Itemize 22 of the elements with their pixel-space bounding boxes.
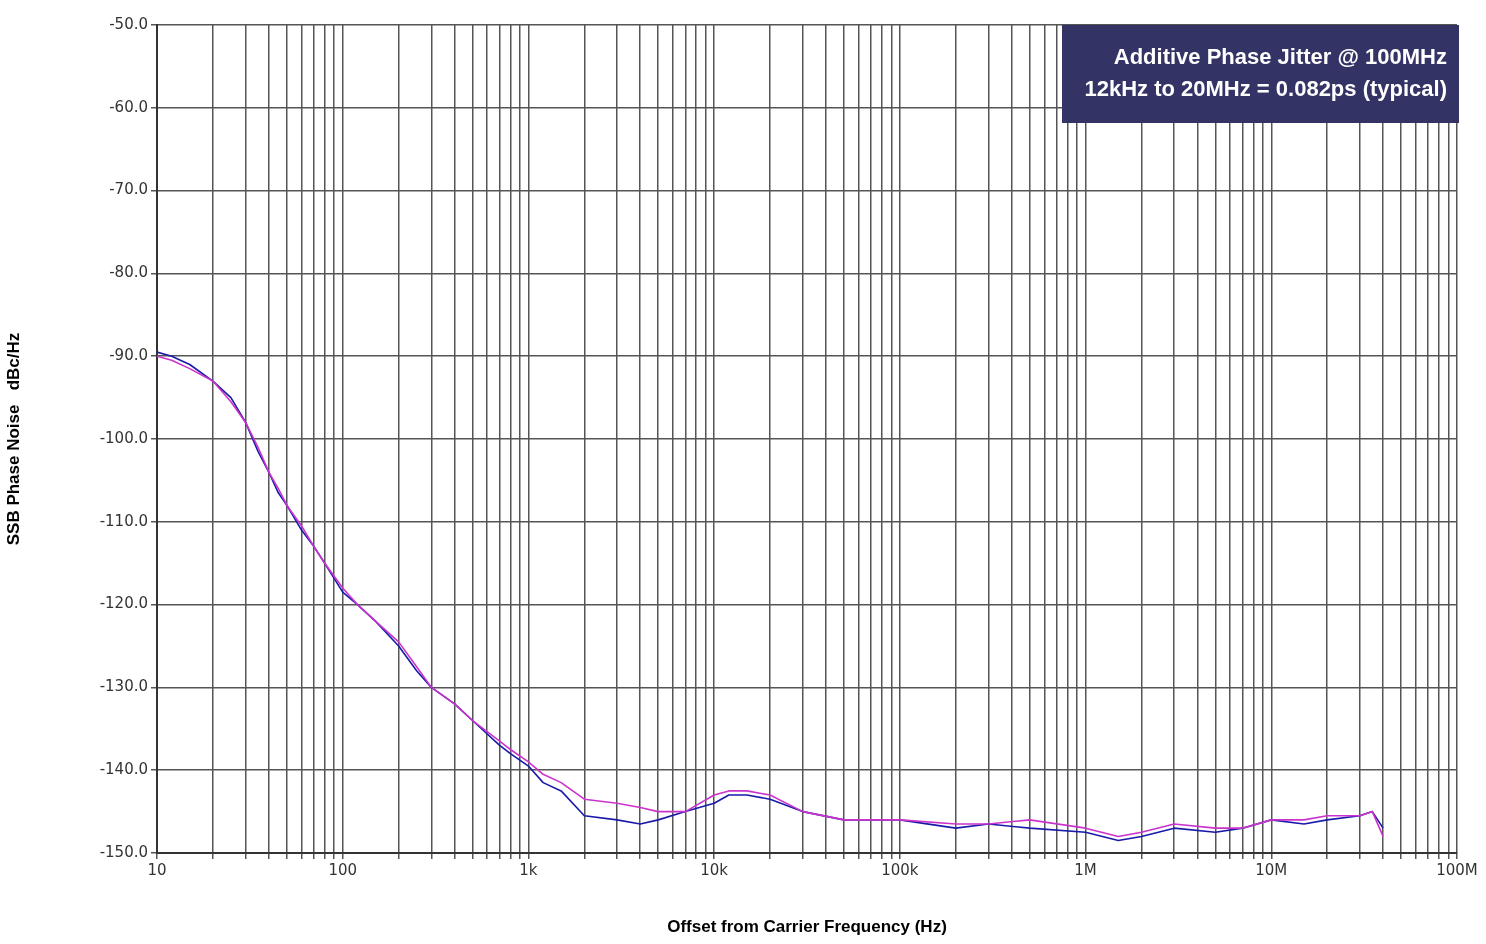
- y-tick-label: -90.0: [109, 346, 148, 365]
- x-tick-label: 100k: [881, 860, 919, 879]
- y-tick-label: -140.0: [99, 760, 148, 779]
- x-tick-label: 1M: [1074, 860, 1097, 879]
- x-tick-label: 10: [147, 860, 167, 879]
- y-axis-title: SSB Phase Noise dBc/Hz: [3, 332, 23, 546]
- annotation: Additive Phase Jitter @ 100MHz 12kHz to 20MHz = 0.082ps (typical): [1062, 25, 1459, 123]
- y-tick-label: -50.0: [109, 14, 148, 33]
- y-tick-label: -110.0: [99, 511, 148, 530]
- x-tick-label: 100M: [1436, 860, 1478, 879]
- y-tick-label: -150.0: [99, 842, 148, 861]
- y-tick-label: -100.0: [99, 428, 148, 447]
- x-tick-label: 10M: [1255, 860, 1288, 879]
- y-tick-label: -80.0: [109, 263, 148, 282]
- y-tick-label: -130.0: [99, 677, 148, 696]
- x-tick-label: 100: [328, 860, 358, 879]
- y-tick-label: -120.0: [99, 594, 148, 613]
- y-tick-label: -70.0: [109, 180, 148, 199]
- x-tick-label: 1k: [519, 860, 538, 879]
- x-tick-label: 10k: [700, 860, 729, 879]
- x-axis-title: Offset from Carrier Frequency (Hz): [667, 917, 947, 937]
- y-tick-label: -60.0: [109, 97, 148, 116]
